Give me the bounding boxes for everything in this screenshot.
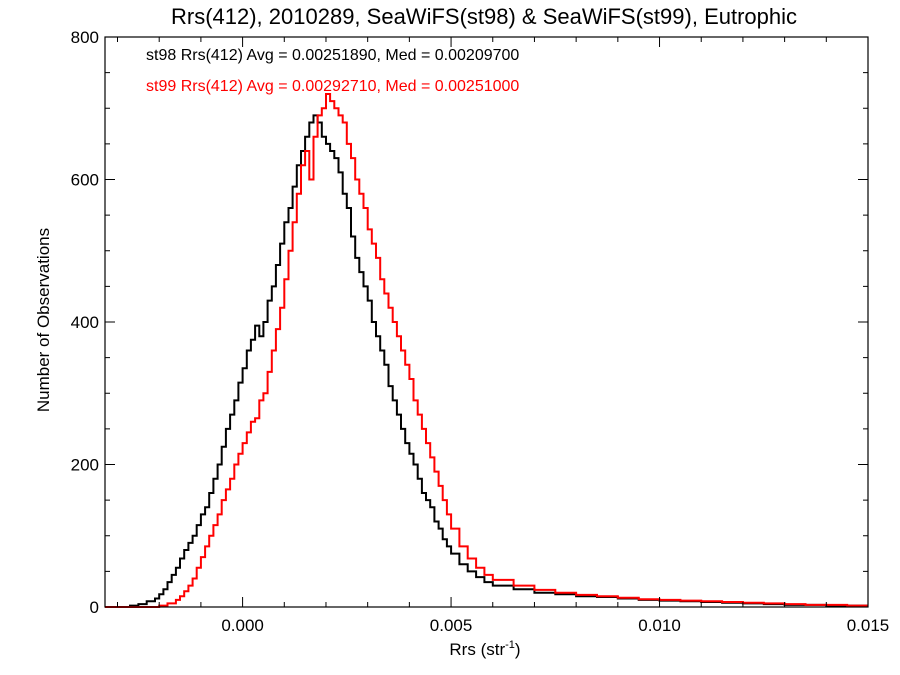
x-axis-label: Rrs (str-1) [449, 639, 520, 659]
y-tick-label: 200 [71, 456, 99, 475]
x-tick-label: 0.005 [430, 616, 473, 635]
legend-st99: st99 Rrs(412) Avg = 0.00292710, Med = 0.… [146, 78, 519, 95]
y-tick-label: 800 [71, 28, 99, 47]
y-tick-label: 600 [71, 171, 99, 190]
y-axis-label: Number of Observations [34, 228, 53, 412]
chart-title: Rrs(412), 2010289, SeaWiFS(st98) & SeaWi… [171, 4, 797, 29]
plot-frame [104, 36, 869, 608]
y-tick-label: 400 [71, 313, 99, 332]
plot-area: 0.000 0.005 0.010 0.015 0 200 400 600 800 [71, 28, 890, 635]
x-axis-label-end: ) [515, 640, 521, 659]
x-tick-label: 0.015 [847, 616, 890, 635]
legend-st98: st98 Rrs(412) Avg = 0.00251890, Med = 0.… [146, 47, 519, 64]
x-tick-label: 0.010 [638, 616, 681, 635]
x-tick-label: 0.000 [221, 616, 264, 635]
series-line-1 [105, 93, 868, 608]
x-axis-label-sup: -1 [505, 639, 515, 651]
x-axis-label-main: Rrs (str [449, 640, 505, 659]
series-line-0 [105, 114, 868, 608]
y-tick-label: 0 [90, 598, 99, 617]
